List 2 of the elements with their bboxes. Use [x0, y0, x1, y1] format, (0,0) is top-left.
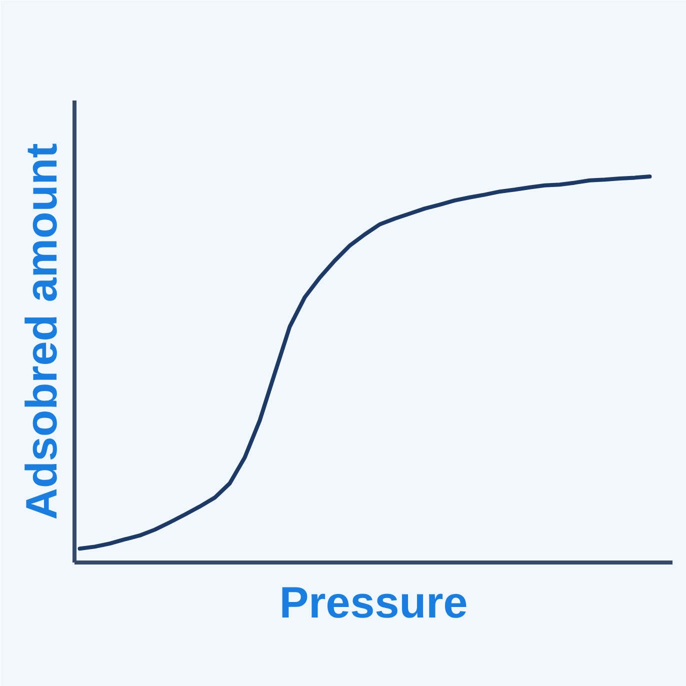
y-axis-title: Adsobred amount: [18, 142, 66, 520]
x-axis-title: Pressure: [279, 578, 468, 628]
